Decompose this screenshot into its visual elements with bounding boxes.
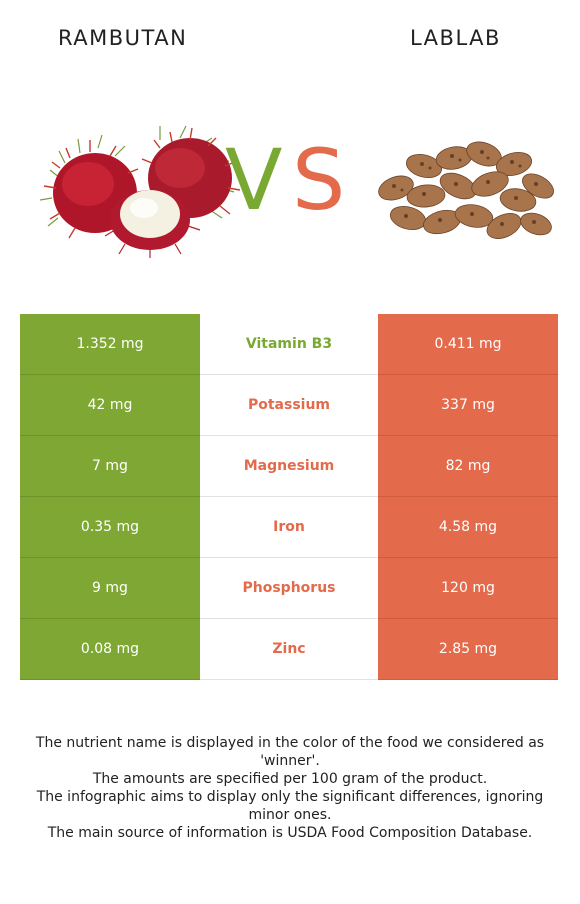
left-value: 42 mg <box>20 375 200 436</box>
nutrient-name: Potassium <box>200 375 378 435</box>
left-value: 1.352 mg <box>20 314 200 375</box>
table-row: 1.352 mg Vitamin B3 0.411 mg <box>20 314 558 375</box>
footer-notes: The nutrient name is displayed in the co… <box>20 734 560 842</box>
right-value: 2.85 mg <box>378 619 558 680</box>
left-value: 7 mg <box>20 436 200 497</box>
right-value: 120 mg <box>378 558 558 619</box>
nutrient-comparison-table: 1.352 mg Vitamin B3 0.411 mg 42 mg Potas… <box>20 314 558 680</box>
table-row: 9 mg Phosphorus 120 mg <box>20 558 558 619</box>
nutrient-name: Zinc <box>200 619 378 679</box>
footer-line: The nutrient name is displayed in the co… <box>35 735 545 769</box>
right-value: 0.411 mg <box>378 314 558 375</box>
left-value: 9 mg <box>20 558 200 619</box>
table-row: 0.35 mg Iron 4.58 mg <box>20 497 558 558</box>
footer-line: The infographic aims to display only the… <box>36 789 544 823</box>
nutrient-name: Phosphorus <box>200 558 378 618</box>
footer-line: The main source of information is USDA F… <box>47 825 533 841</box>
vs-letter-v: V <box>225 131 283 229</box>
footer-line: The amounts are specified per 100 gram o… <box>92 771 488 787</box>
rambutan-image <box>39 118 241 260</box>
table-row: 7 mg Magnesium 82 mg <box>20 436 558 497</box>
nutrient-name: Vitamin B3 <box>200 314 378 374</box>
nutrient-name: Magnesium <box>200 436 378 496</box>
table-row: 42 mg Potassium 337 mg <box>20 375 558 436</box>
table-row: 0.08 mg Zinc 2.85 mg <box>20 619 558 680</box>
vs-letter-s: S <box>292 131 346 229</box>
nutrient-name: Iron <box>200 497 378 557</box>
right-value: 82 mg <box>378 436 558 497</box>
right-food-title: LABLAB <box>410 26 501 50</box>
left-food-title: RAMBUTAN <box>58 26 188 50</box>
left-value: 0.08 mg <box>20 619 200 680</box>
left-value: 0.35 mg <box>20 497 200 558</box>
right-value: 337 mg <box>378 375 558 436</box>
right-value: 4.58 mg <box>378 497 558 558</box>
lablab-image <box>366 128 562 250</box>
